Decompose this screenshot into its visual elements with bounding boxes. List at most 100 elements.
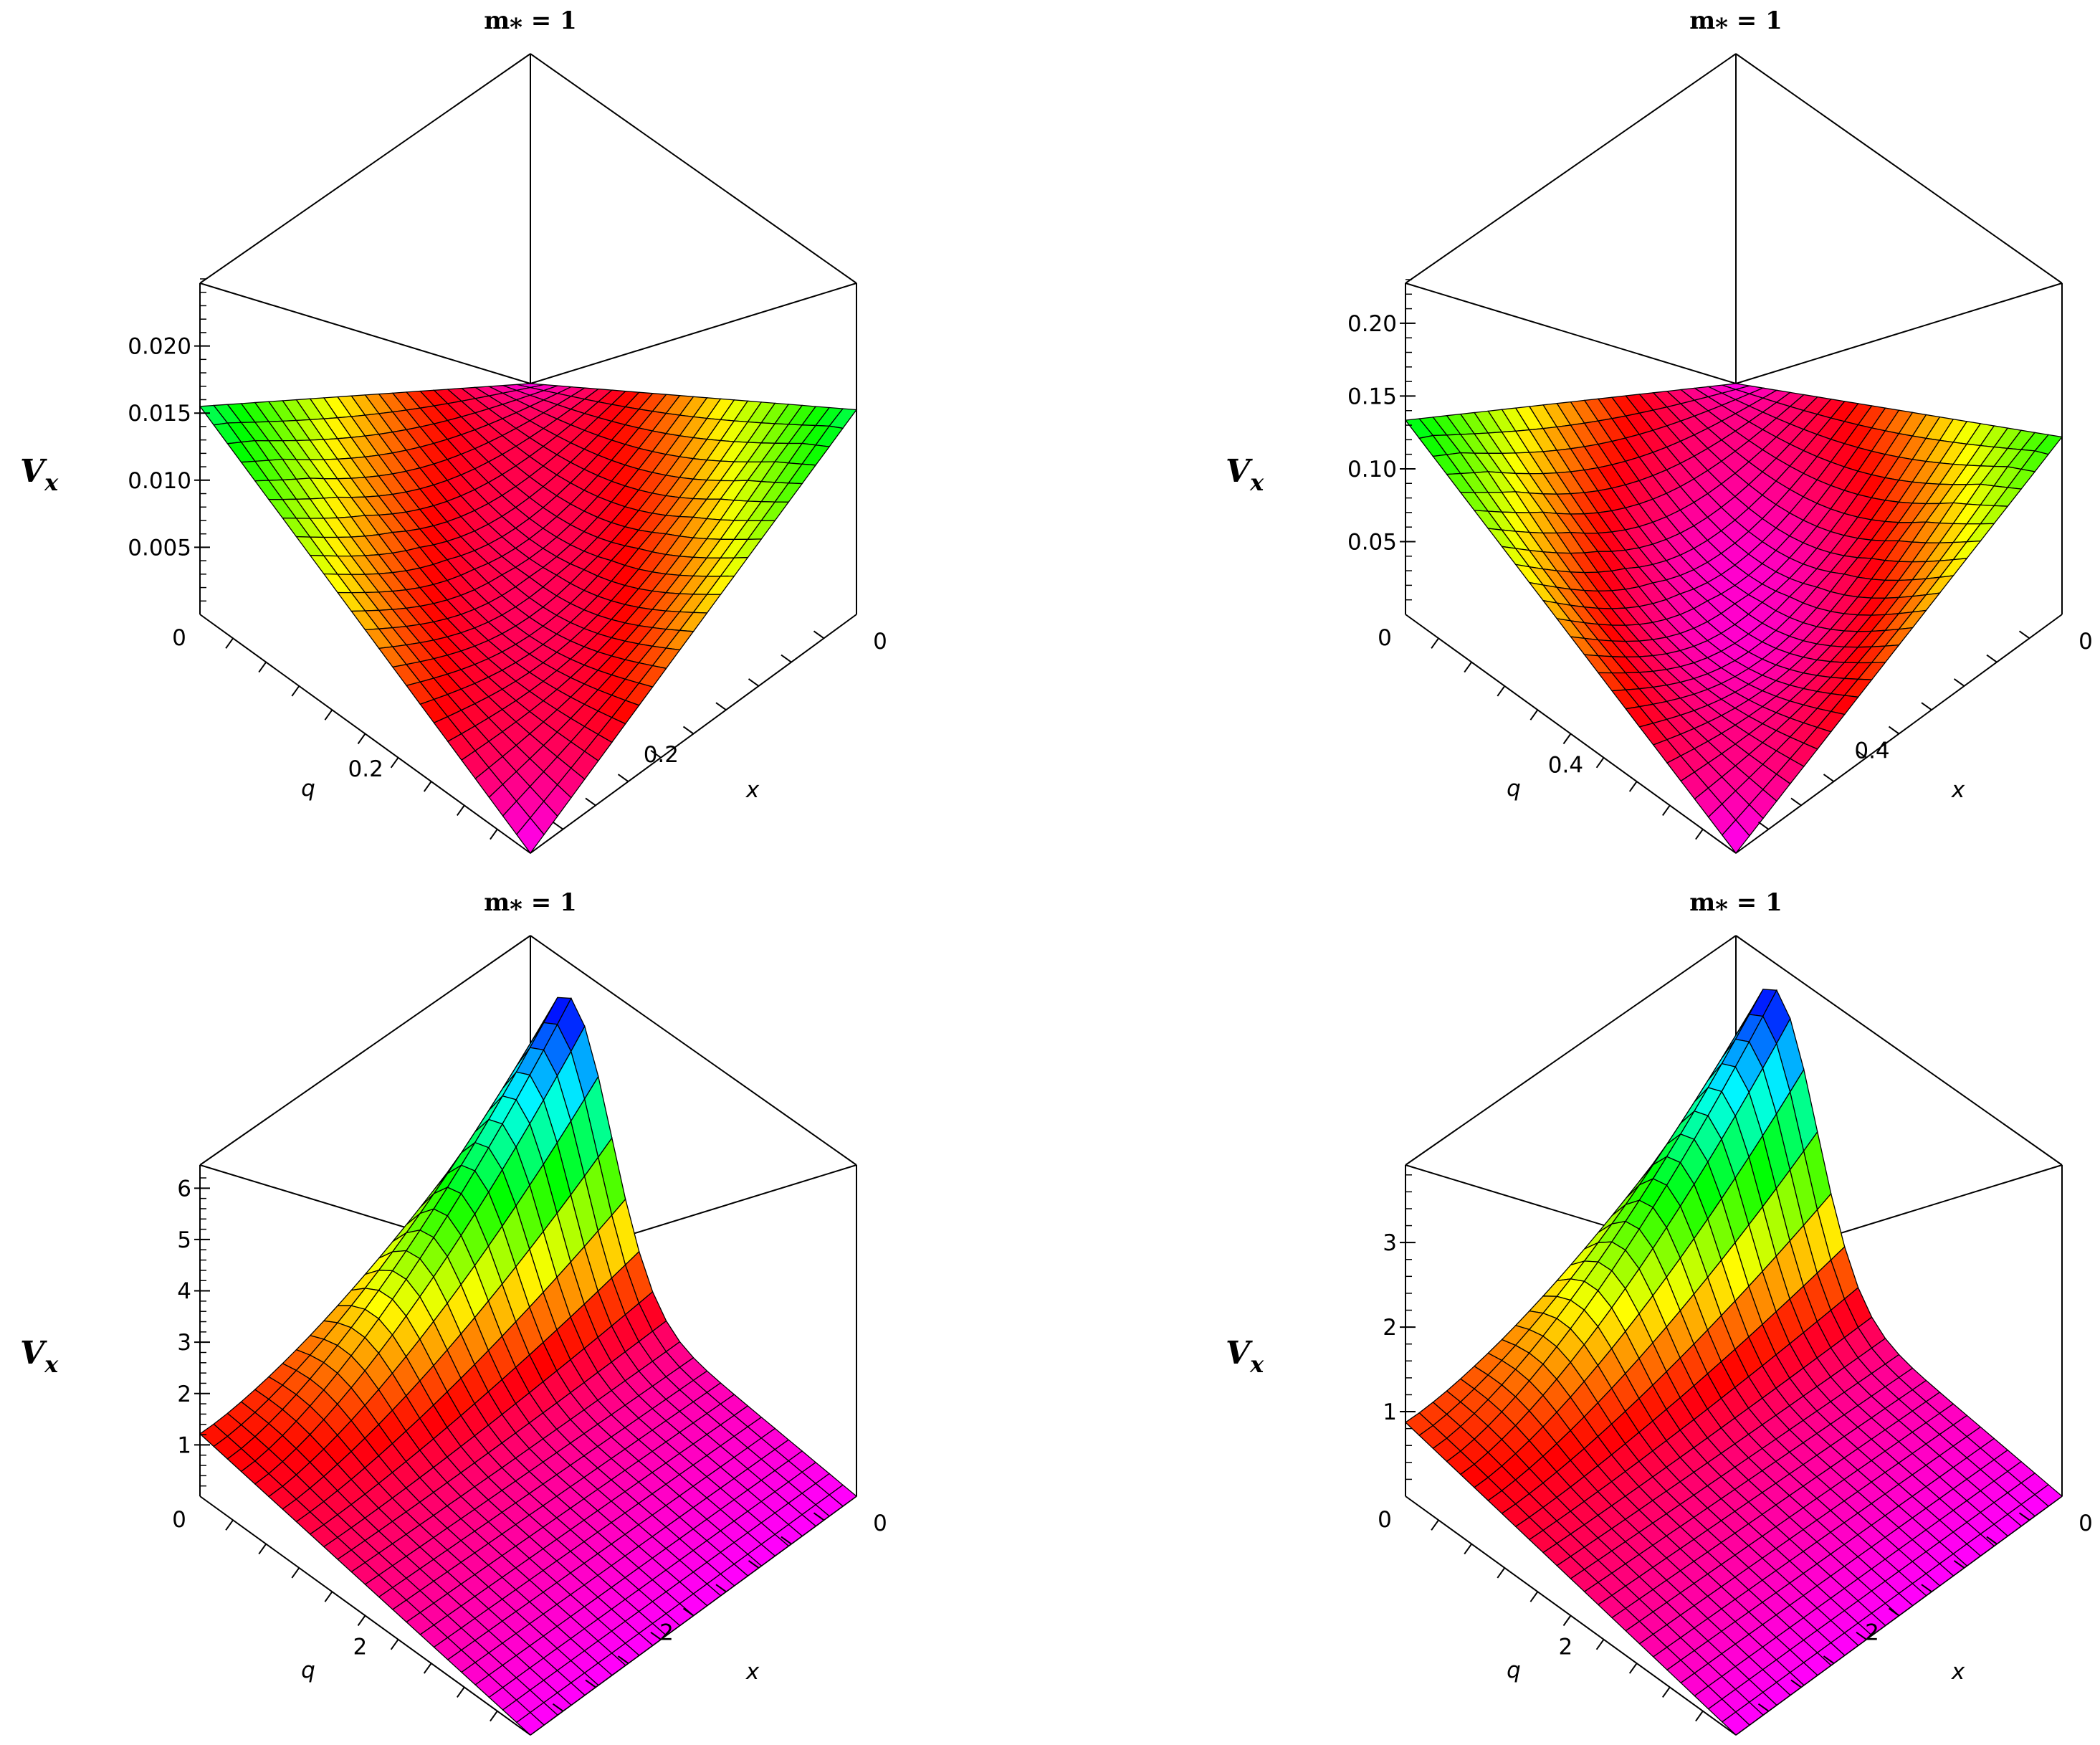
x-axis-ticks: 2 [552, 1512, 825, 1712]
z-tick-label: 6 [177, 1176, 191, 1202]
box-edge [1735, 53, 2063, 284]
q-tick [1661, 804, 1671, 816]
q-tick [324, 709, 333, 721]
q-axis-ticks: 0.2 [225, 637, 498, 840]
q-tick [390, 1639, 399, 1650]
q-tick [1464, 662, 1473, 673]
z-tick-label: 0.20 [1347, 311, 1397, 337]
z-origin-label: 0 [1378, 1507, 1392, 1533]
x-origin-label: 0 [873, 629, 887, 655]
z-axis-label-main: V [20, 1335, 47, 1371]
x-axis-ticks: 0.4 [1757, 630, 2030, 830]
q-tick [490, 1711, 498, 1722]
x-axis-label: x [1951, 1659, 1965, 1685]
q-tick [423, 1663, 432, 1674]
z-origin-label: 0 [172, 1507, 186, 1533]
box-edge [1735, 282, 2063, 384]
q-tick [1695, 1711, 1704, 1722]
q-tick-label: 0.2 [348, 756, 383, 782]
q-tick [291, 685, 300, 697]
z-tick-label: 1 [1383, 1399, 1397, 1425]
x-tick [748, 678, 760, 687]
chart-panel-3: m⁎ = 1 Vx 1 2 3 4 5 6 0 0 2 q 2 x [20, 888, 887, 1736]
z-tick-label: 0.015 [128, 401, 191, 427]
box-edge [1735, 935, 2063, 1166]
x-origin-label: 0 [2078, 629, 2093, 655]
x-tick [2018, 1512, 2030, 1521]
x-tick [682, 1607, 695, 1617]
x-tick [1921, 702, 1932, 711]
x-tick [781, 1536, 792, 1545]
q-tick [291, 1567, 300, 1579]
q-tick [1595, 757, 1605, 769]
z-axis-label-sub: x [1249, 469, 1264, 496]
z-tick-label: 0.15 [1347, 384, 1397, 409]
q-tick [258, 1544, 267, 1555]
q-axis-ticks: 2 [225, 1519, 498, 1722]
x-tick [715, 1584, 727, 1593]
q-axis-line [199, 614, 531, 854]
q-tick [357, 1615, 366, 1627]
x-tick [1757, 1703, 1770, 1712]
x-tick [552, 821, 564, 830]
z-axis-label-main: V [1226, 453, 1253, 490]
z-tick-label: 0.10 [1347, 457, 1397, 482]
x-tick-label: 0.4 [1854, 738, 1889, 764]
z-origin-label: 0 [172, 625, 186, 651]
z-tick-label: 2 [177, 1382, 191, 1407]
q-axis-ticks: 2 [1431, 1519, 1704, 1722]
q-tick [1431, 637, 1439, 649]
q-tick [456, 1686, 465, 1698]
box-edge [1405, 935, 1737, 1166]
q-tick [258, 662, 267, 673]
z-axis-label: Vx [20, 453, 59, 496]
q-tick [456, 804, 465, 816]
x-tick-label: 2 [659, 1620, 674, 1645]
box-edge [530, 282, 857, 384]
z-origin-label: 0 [1378, 625, 1392, 651]
q-tick-label: 0.4 [1548, 752, 1583, 778]
q-tick [1628, 781, 1638, 792]
x-tick [1921, 1584, 1932, 1593]
z-tick-label: 4 [177, 1279, 191, 1305]
x-tick [682, 726, 695, 735]
surface-mesh [199, 997, 858, 1736]
q-tick [225, 1519, 234, 1531]
z-axis-label-sub: x [1249, 1351, 1264, 1378]
x-origin-label: 0 [2078, 1511, 2093, 1536]
z-tick-label: 3 [177, 1330, 191, 1356]
surface-mesh [199, 383, 858, 855]
z-axis-label-main: V [1226, 1335, 1253, 1371]
chart-title: m⁎ = 1 [1689, 888, 1782, 917]
q-tick [1695, 829, 1704, 840]
x-tick-label: 2 [1865, 1620, 1879, 1645]
x-tick [617, 1655, 629, 1664]
q-tick [1431, 1519, 1439, 1531]
z-axis-ticks: 0.005 0.010 0.015 0.020 [128, 278, 210, 602]
q-axis-line [1405, 1496, 1737, 1736]
q-tick [390, 757, 399, 769]
x-tick [650, 1631, 662, 1640]
x-axis-label: x [1951, 777, 1965, 803]
q-axis-ticks: 0.4 [1431, 637, 1704, 840]
z-axis-label: Vx [20, 1335, 59, 1378]
x-tick [617, 774, 629, 782]
z-axis-label: Vx [1226, 453, 1264, 496]
z-tick-label: 0.010 [128, 468, 191, 494]
x-tick [1823, 1655, 1835, 1664]
box-edge [1405, 53, 1737, 284]
z-axis-label-sub: x [44, 469, 59, 496]
x-tick [1953, 678, 1965, 687]
z-axis-label-sub: x [44, 1351, 59, 1378]
q-axis-label: q [1507, 776, 1521, 802]
surface-patch [1721, 819, 1750, 855]
x-tick [1790, 797, 1802, 807]
x-tick [1790, 1679, 1802, 1688]
z-tick-label: 5 [177, 1227, 191, 1253]
q-tick-label: 2 [353, 1634, 368, 1660]
z-axis-ticks: 0.05 0.10 0.15 0.20 [1347, 279, 1416, 601]
x-tick [813, 630, 825, 639]
q-tick [1562, 1615, 1572, 1627]
box-edge [1405, 282, 1737, 384]
